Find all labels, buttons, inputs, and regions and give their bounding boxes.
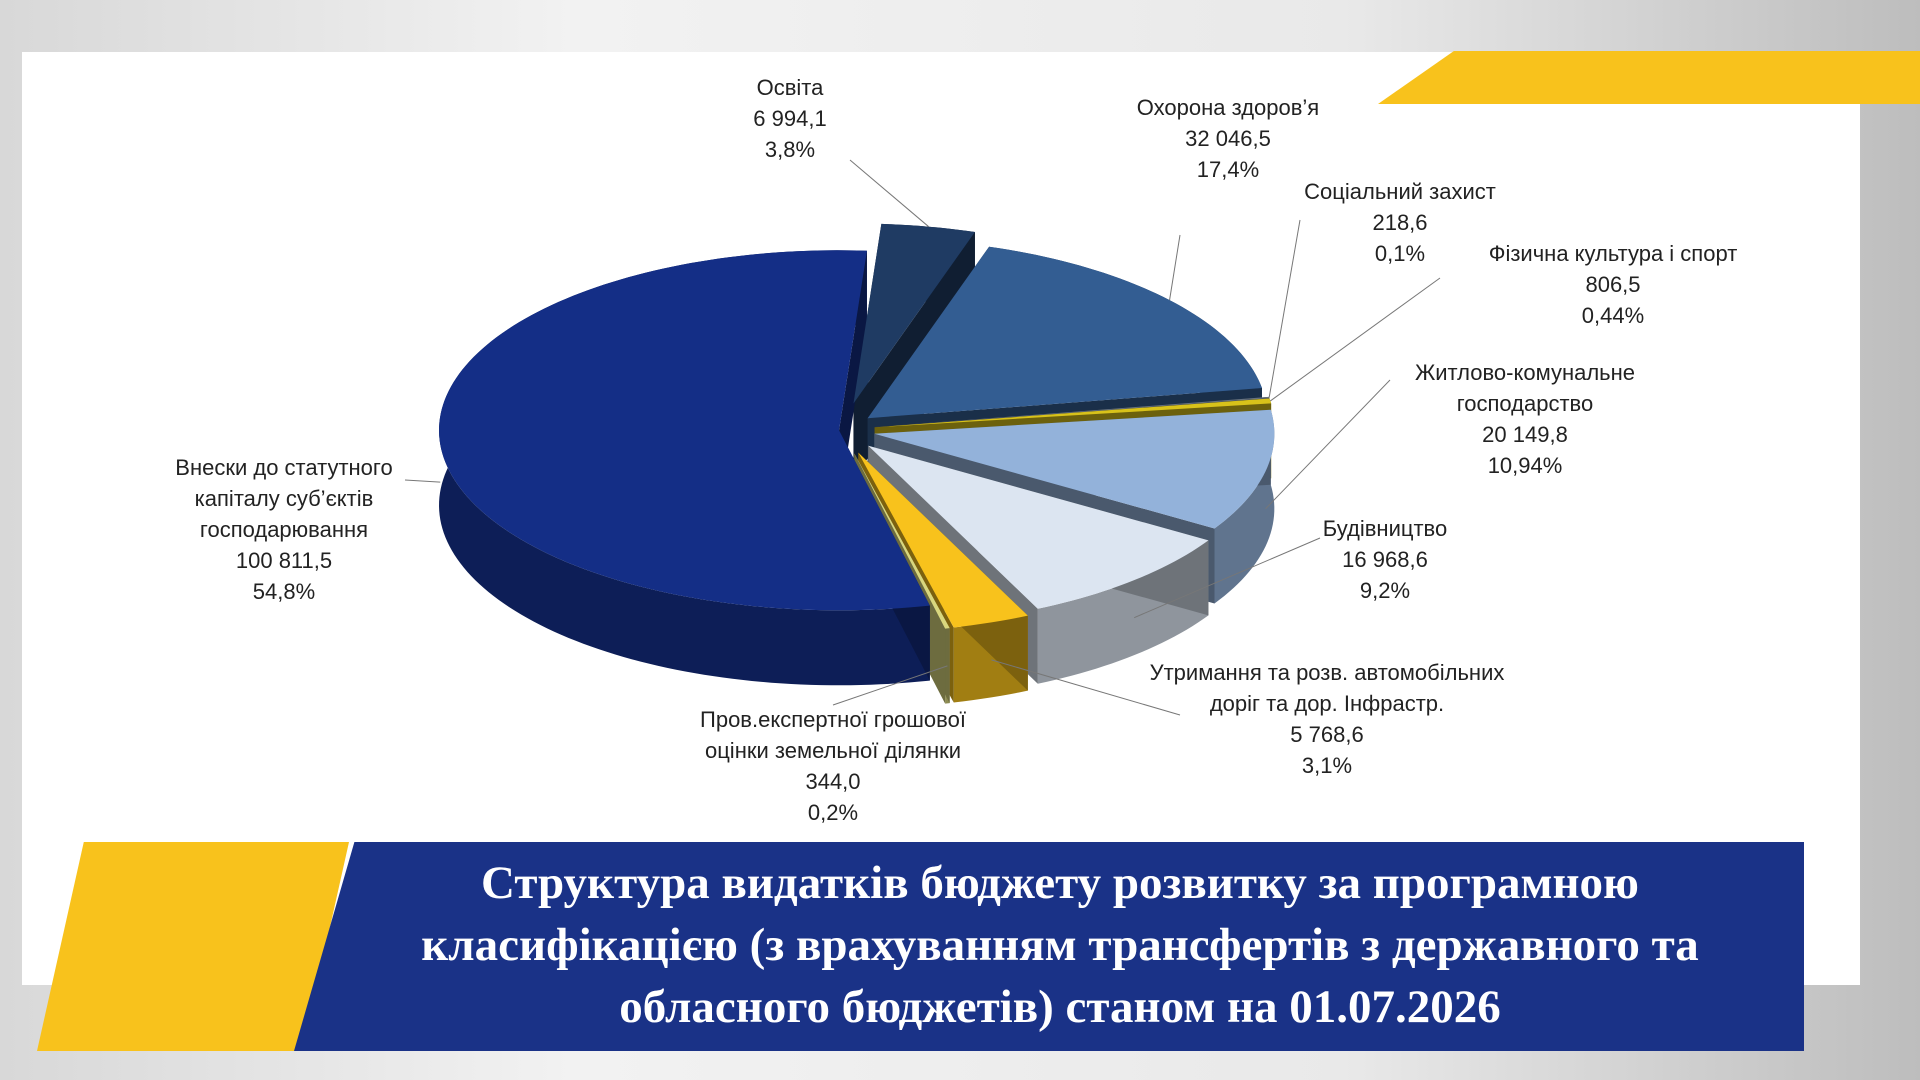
data-label: Пров.експертної грошової оцінки земельно… (683, 704, 983, 828)
value-label: 20 149,8 (1482, 422, 1568, 447)
label-name: Житлово-комунальне господарство (1414, 360, 1636, 416)
leader-line (404, 479, 441, 483)
pie-slice (874, 398, 1272, 428)
label-name: Будівництво (1322, 516, 1448, 541)
value-label: 100 811,5 (235, 548, 333, 573)
label-name: Утримання та розв. автомобільних доріг т… (1149, 660, 1505, 716)
percent-label: 0,44% (1581, 303, 1645, 328)
decor-band (37, 842, 349, 1051)
chart-title: Структура видатків бюджету розвитку за п… (421, 857, 1699, 1033)
pie-slice (874, 409, 1275, 529)
slice-side (1214, 409, 1275, 604)
label-name: Охорона здоров’я (1136, 95, 1320, 120)
value-label: 806,5 (1585, 272, 1641, 297)
value-label: 6 994,1 (753, 106, 827, 131)
value-label: 344,0 (805, 769, 861, 794)
data-label: Охорона здоров’я 32 046,5 17,4% (1098, 92, 1358, 185)
pie-slice (868, 445, 1209, 609)
label-name: Фізична культура і спорт (1488, 241, 1738, 266)
percent-label: 9,2% (1359, 578, 1411, 603)
pie-slice (854, 453, 950, 629)
label-name: Внески до статутного капіталу суб’єктів … (175, 455, 393, 542)
percent-label: 3,1% (1301, 753, 1353, 778)
pie-slice (874, 396, 1270, 428)
percent-label: 17,4% (1196, 157, 1260, 182)
leader-line (1268, 219, 1301, 398)
data-label: Освіта 6 994,1 3,8% (680, 72, 900, 165)
value-label: 5 768,6 (1290, 722, 1364, 747)
pie-slice (858, 452, 1028, 628)
leader-line (1133, 537, 1321, 619)
data-label: Соціальний захист 218,6 0,1% (1270, 176, 1530, 269)
value-label: 218,6 (1372, 210, 1428, 235)
label-name: Освіта (756, 75, 824, 100)
leader-line (1270, 277, 1441, 402)
slice-face (839, 250, 867, 506)
leader-line (1265, 379, 1391, 510)
percent-label: 10,94% (1487, 453, 1563, 478)
label-name: Соціальний захист (1304, 179, 1496, 204)
label-name: Пров.експертної грошової оцінки земельно… (700, 707, 966, 763)
data-label: Внески до статутного капіталу суб’єктів … (154, 452, 414, 607)
percent-label: 54,8% (252, 579, 316, 604)
title-bar (294, 842, 1804, 1051)
value-label: 16 968,6 (1342, 547, 1428, 572)
data-label: Утримання та розв. автомобільних доріг т… (1147, 657, 1507, 781)
pie-slice (853, 223, 975, 404)
data-label: Фізична культура і спорт 806,5 0,44% (1453, 238, 1773, 331)
leader-line (849, 159, 929, 228)
pie-slice (867, 246, 1262, 419)
leader-line (991, 659, 1181, 716)
percent-label: 0,1% (1374, 241, 1426, 266)
data-label: Житлово-комунальне господарство 20 149,8 1… (1395, 357, 1655, 481)
leader-line (1169, 234, 1181, 301)
pie-slice (439, 250, 930, 611)
decor-band (1378, 51, 1920, 104)
value-label: 32 046,5 (1185, 126, 1271, 151)
percent-label: 0,2% (807, 800, 859, 825)
percent-label: 3,8% (764, 137, 816, 162)
leader-line (832, 665, 948, 706)
data-label: Будівництво 16 968,6 9,2% (1285, 513, 1485, 606)
